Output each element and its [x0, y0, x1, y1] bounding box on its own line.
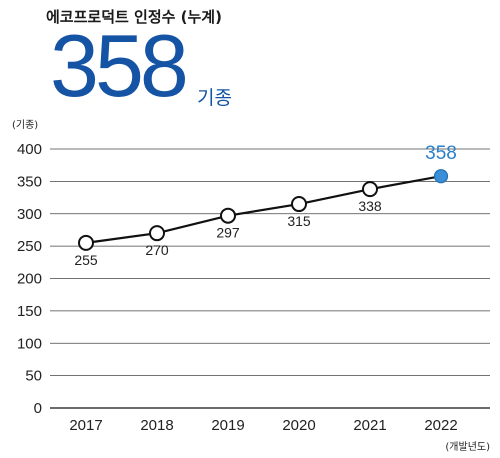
y-tick-label: 300 — [17, 206, 42, 223]
x-tick-label: 2017 — [69, 417, 102, 434]
y-axis-unit-label: (기종) — [12, 120, 39, 131]
data-label: 358 — [425, 143, 457, 164]
data-label: 297 — [216, 225, 240, 241]
data-point-marker — [220, 207, 236, 224]
data-label: 315 — [287, 213, 311, 229]
series-line — [85, 175, 442, 244]
data-point-marker — [291, 196, 307, 213]
chart-title: 에코프로덕트 인정수 (누계) — [46, 8, 222, 26]
data-point-marker — [78, 234, 94, 251]
x-axis-unit-label: (개발년도) — [445, 442, 490, 453]
y-tick-label: 350 — [17, 173, 42, 190]
y-tick-label: 200 — [17, 271, 42, 288]
x-tick-label: 2020 — [282, 417, 315, 434]
x-tick-label: 2019 — [211, 417, 244, 434]
y-tick-label: 150 — [17, 303, 42, 320]
data-point-marker — [433, 169, 449, 184]
data-label: 255 — [74, 252, 98, 268]
total-count-unit: 기종 — [197, 87, 232, 109]
data-point-marker — [362, 181, 378, 198]
y-tick-label: 50 — [25, 368, 42, 385]
data-label: 338 — [358, 198, 382, 214]
y-tick-label: 0 — [34, 400, 42, 417]
x-tick-label: 2022 — [424, 417, 457, 434]
y-tick-label: 100 — [17, 335, 42, 352]
data-label: 270 — [145, 242, 169, 258]
y-tick-label: 400 — [17, 141, 42, 158]
x-tick-label: 2018 — [140, 417, 173, 434]
total-count-value: 358 — [50, 16, 189, 115]
y-tick-label: 250 — [17, 238, 42, 255]
x-tick-label: 2021 — [353, 417, 386, 434]
data-point-marker — [149, 225, 165, 242]
